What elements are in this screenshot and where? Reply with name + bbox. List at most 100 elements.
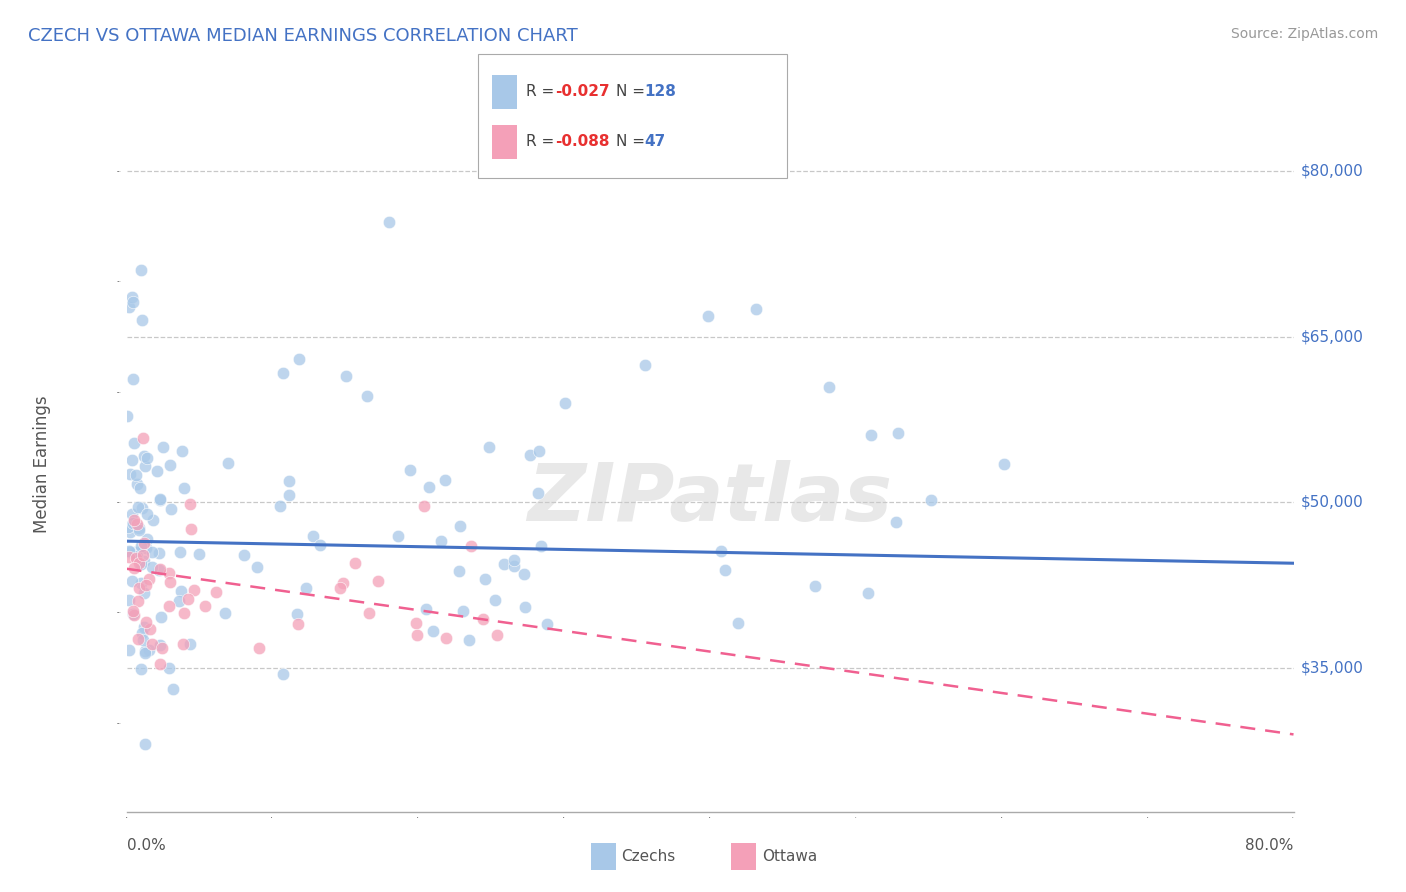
Point <box>131 500 153 515</box>
Point <box>149 657 172 671</box>
Point <box>405 615 427 630</box>
Point <box>356 389 378 403</box>
Point <box>634 358 657 372</box>
Point <box>134 536 156 550</box>
Point <box>714 563 737 577</box>
Point <box>141 560 163 574</box>
Point <box>129 539 152 553</box>
Point <box>415 602 437 616</box>
Point <box>159 502 181 516</box>
Point <box>449 564 471 578</box>
Point <box>117 519 139 533</box>
Text: 47: 47 <box>644 135 665 149</box>
Point <box>138 623 160 637</box>
Point <box>367 574 389 588</box>
Point <box>127 594 149 608</box>
Text: $50,000: $50,000 <box>1301 495 1364 510</box>
Point <box>309 538 332 552</box>
Point <box>460 540 482 554</box>
Point <box>134 644 156 658</box>
Point <box>860 428 883 442</box>
Point <box>132 633 155 648</box>
Point <box>287 616 309 631</box>
Point <box>530 539 553 553</box>
Point <box>135 541 157 555</box>
Point <box>135 577 157 591</box>
Text: $65,000: $65,000 <box>1301 329 1364 344</box>
Point <box>526 486 548 500</box>
Point <box>148 563 170 577</box>
Point <box>474 572 496 586</box>
Point <box>131 431 153 445</box>
Point <box>804 579 827 593</box>
Point <box>132 620 155 634</box>
Point <box>152 440 174 454</box>
Point <box>194 599 217 614</box>
Point <box>157 599 180 614</box>
Point <box>131 557 153 571</box>
Point <box>503 559 526 574</box>
Point <box>122 513 145 527</box>
Point <box>434 631 457 645</box>
Point <box>122 436 145 450</box>
Point <box>169 544 191 558</box>
Point <box>405 628 427 642</box>
Text: -0.027: -0.027 <box>555 85 610 99</box>
Point <box>138 572 160 586</box>
Point <box>214 606 236 620</box>
Point <box>121 507 143 521</box>
Point <box>887 426 910 441</box>
Point <box>141 545 163 559</box>
Point <box>157 661 180 675</box>
Text: 80.0%: 80.0% <box>1246 838 1294 854</box>
Point <box>128 523 150 537</box>
Point <box>134 646 156 660</box>
Text: Ottawa: Ottawa <box>762 849 817 863</box>
Text: 128: 128 <box>644 85 676 99</box>
Text: $80,000: $80,000 <box>1301 163 1364 178</box>
Text: N =: N = <box>616 85 650 99</box>
Point <box>278 474 301 488</box>
Point <box>117 409 139 424</box>
Point <box>378 215 401 229</box>
Point <box>512 567 534 582</box>
Point <box>118 643 141 657</box>
Point <box>710 543 733 558</box>
Point <box>332 576 354 591</box>
Point <box>205 585 228 599</box>
Text: CZECH VS OTTAWA MEDIAN EARNINGS CORRELATION CHART: CZECH VS OTTAWA MEDIAN EARNINGS CORRELAT… <box>28 27 578 45</box>
Point <box>485 628 508 642</box>
Point <box>246 560 269 574</box>
Point <box>131 313 153 327</box>
Point <box>422 624 444 638</box>
Point <box>187 547 209 561</box>
Point <box>818 380 841 394</box>
Point <box>134 458 156 473</box>
Text: 0.0%: 0.0% <box>127 838 166 854</box>
Point <box>129 662 152 676</box>
Point <box>179 636 201 650</box>
Point <box>132 548 155 562</box>
Point <box>170 444 193 458</box>
Point <box>503 553 526 567</box>
Point <box>118 550 141 565</box>
Point <box>277 488 299 502</box>
Point <box>451 604 474 618</box>
Point <box>128 581 150 595</box>
Point <box>172 637 194 651</box>
Point <box>179 497 201 511</box>
Point <box>129 575 152 590</box>
Point <box>118 524 141 539</box>
Point <box>217 456 239 470</box>
Point <box>121 290 143 304</box>
Text: R =: R = <box>526 85 560 99</box>
Point <box>132 554 155 568</box>
Point <box>131 625 153 640</box>
Point <box>177 591 200 606</box>
Point <box>554 396 576 410</box>
Text: R =: R = <box>526 135 560 149</box>
Point <box>515 599 537 614</box>
Point <box>135 507 157 521</box>
Point <box>492 558 515 572</box>
Point <box>273 367 295 381</box>
